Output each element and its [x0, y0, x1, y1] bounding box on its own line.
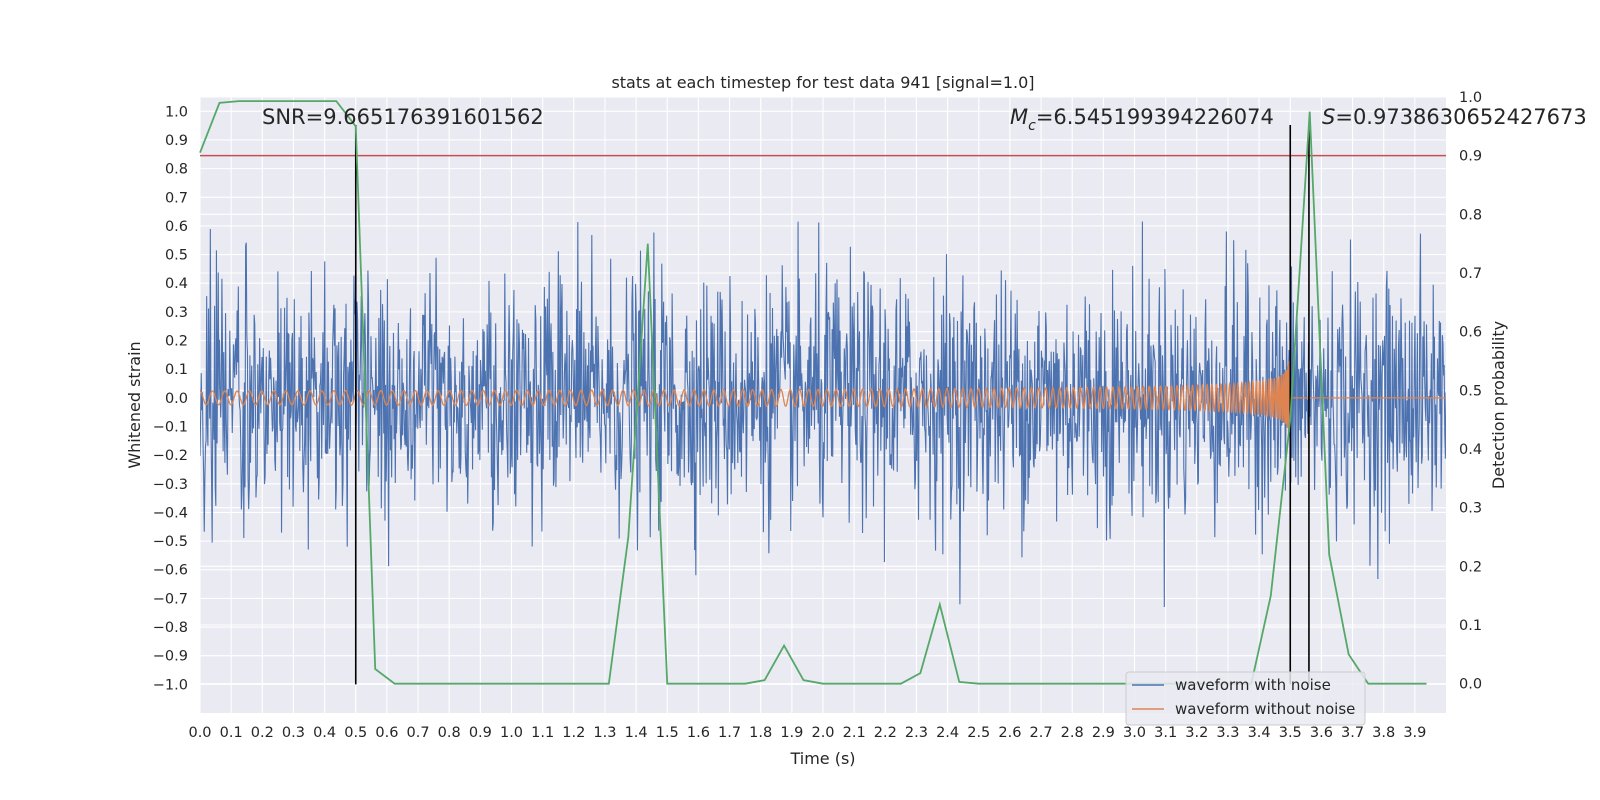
chirp-mass-annotation: Mc=6.545199394226074 — [1010, 105, 1274, 134]
x-tick-label: 0.1 — [220, 725, 243, 741]
x-tick-label: 3.0 — [1123, 725, 1146, 741]
x-tick-label: 2.5 — [967, 725, 990, 741]
y2-tick-label: 0.4 — [1459, 442, 1482, 458]
y2-tick-label: 0.6 — [1459, 325, 1482, 341]
series-waveform-with-noise — [200, 221, 1446, 608]
series-waveform-without-noise — [200, 361, 1446, 436]
x-tick-label: 2.9 — [1092, 725, 1115, 741]
x-tick-label: 1.1 — [531, 725, 554, 741]
y-tick-label: 0.8 — [165, 162, 188, 178]
x-tick-label: 2.4 — [936, 725, 959, 741]
y-tick-label: 0.2 — [165, 334, 188, 350]
x-tick-label: 1.0 — [500, 725, 523, 741]
snr-annotation: SNR=9.665176391601562 — [262, 105, 544, 129]
x-tick-label: 2.8 — [1061, 725, 1084, 741]
x-tick-label: 2.0 — [811, 725, 834, 741]
y-tick-label: −0.2 — [153, 448, 188, 464]
y-tick-label: −0.8 — [153, 620, 188, 636]
legend-label-clean: waveform without noise — [1175, 700, 1355, 718]
legend-box — [1125, 671, 1366, 726]
x-tick-label: 1.7 — [718, 725, 741, 741]
y2-tick-label: 0.7 — [1459, 266, 1482, 282]
x-tick-label: 3.6 — [1310, 725, 1333, 741]
y2-tick-label: 1.0 — [1459, 90, 1482, 106]
x-tick-label: 3.1 — [1154, 725, 1177, 741]
x-axis-label: Time (s) — [789, 749, 855, 768]
y-tick-labels: 1.0 0.9 0.8 0.7 0.6 0.5 0.4 0.3 0.2 0.1 0.0 −0.1 −0.… — [153, 104, 188, 693]
y-tick-label: 0.0 — [165, 391, 188, 407]
y2-tick-label: 0.9 — [1459, 149, 1482, 165]
y2-tick-label: 0.0 — [1459, 677, 1482, 693]
legend: waveform with noise waveform without noi… — [1125, 671, 1366, 726]
y2-tick-label: 0.8 — [1459, 207, 1482, 223]
x-tick-label: 1.6 — [687, 725, 710, 741]
y2-tick-label: 0.3 — [1459, 501, 1482, 517]
legend-label-noise: waveform with noise — [1175, 676, 1331, 694]
y2-tick-labels: 1.0 0.9 0.8 0.7 0.6 0.5 0.4 0.3 0.2 0.1 0.0 — [1459, 90, 1482, 693]
x-tick-label: 2.6 — [998, 725, 1021, 741]
y-tick-label: −0.4 — [153, 505, 188, 521]
s-annotation: S=0.9738630652427673 — [1322, 105, 1587, 129]
x-tick-label: 3.4 — [1248, 725, 1271, 741]
y-tick-label: 0.5 — [165, 248, 188, 264]
x-tick-label: 1.2 — [562, 725, 585, 741]
x-tick-label: 1.8 — [749, 725, 772, 741]
y-tick-label: 1.0 — [165, 104, 188, 120]
chirp-mass-value: =6.545199394226074 — [1036, 105, 1274, 129]
y-axis-label: Whitened strain — [125, 341, 144, 468]
x-tick-label: 0.9 — [469, 725, 492, 741]
y-tick-label: −1.0 — [153, 677, 188, 693]
x-tick-label: 1.3 — [593, 725, 616, 741]
y2-tick-label: 0.1 — [1459, 618, 1482, 634]
x-tick-label: 0.8 — [438, 725, 461, 741]
x-tick-label: 2.2 — [874, 725, 897, 741]
x-tick-label: 0.4 — [313, 725, 336, 741]
grid-horizontal — [200, 110, 1446, 685]
y2-tick-label: 0.5 — [1459, 383, 1482, 399]
x-tick-label: 0.7 — [407, 725, 430, 741]
y-tick-label: 0.7 — [165, 190, 188, 206]
x-tick-label: 3.8 — [1372, 725, 1395, 741]
x-tick-label: 2.3 — [905, 725, 928, 741]
x-tick-label: 3.9 — [1403, 725, 1426, 741]
x-tick-label: 1.4 — [625, 725, 648, 741]
x-tick-label: 0.3 — [282, 725, 305, 741]
y-tick-label: −0.9 — [153, 649, 188, 665]
y-tick-label: 0.9 — [165, 133, 188, 149]
y-tick-label: 0.1 — [165, 362, 188, 378]
y2-axis-label: Detection probability — [1489, 321, 1508, 489]
x-tick-label: 1.9 — [780, 725, 803, 741]
y-tick-label: −0.1 — [153, 419, 188, 435]
x-tick-label: 2.7 — [1030, 725, 1053, 741]
y-tick-label: 0.4 — [165, 276, 188, 292]
y-tick-label: 0.3 — [165, 305, 188, 321]
y-tick-label: −0.5 — [153, 534, 188, 550]
x-tick-label: 3.3 — [1216, 725, 1239, 741]
s-symbol: S — [1322, 105, 1335, 129]
x-tick-label: 3.5 — [1279, 725, 1302, 741]
x-tick-labels: 0.0 0.1 0.2 0.3 0.4 0.5 0.6 0.7 0.8 0.9 1.0 1.1 1.2 1… — [188, 725, 1426, 741]
x-tick-label: 0.6 — [375, 725, 398, 741]
x-tick-label: 0.0 — [188, 725, 211, 741]
vertical-markers — [354, 125, 1310, 685]
y-tick-label: −0.6 — [153, 563, 188, 579]
y2-tick-label: 0.2 — [1459, 559, 1482, 575]
chirp-mass-symbol: M — [1010, 105, 1028, 129]
x-tick-label: 2.1 — [843, 725, 866, 741]
x-tick-label: 0.2 — [251, 725, 274, 741]
x-tick-label: 3.7 — [1341, 725, 1364, 741]
y-tick-label: −0.3 — [153, 477, 188, 493]
chirp-mass-subscript: c — [1028, 118, 1036, 134]
y-tick-label: −0.7 — [153, 591, 188, 607]
x-tick-label: 3.2 — [1185, 725, 1208, 741]
y-tick-label: 0.6 — [165, 219, 188, 235]
x-tick-label: 0.5 — [344, 725, 367, 741]
x-tick-label: 1.5 — [656, 725, 679, 741]
s-value: =0.9738630652427673 — [1335, 105, 1586, 129]
chart-title: stats at each timestep for test data 941… — [611, 73, 1034, 92]
